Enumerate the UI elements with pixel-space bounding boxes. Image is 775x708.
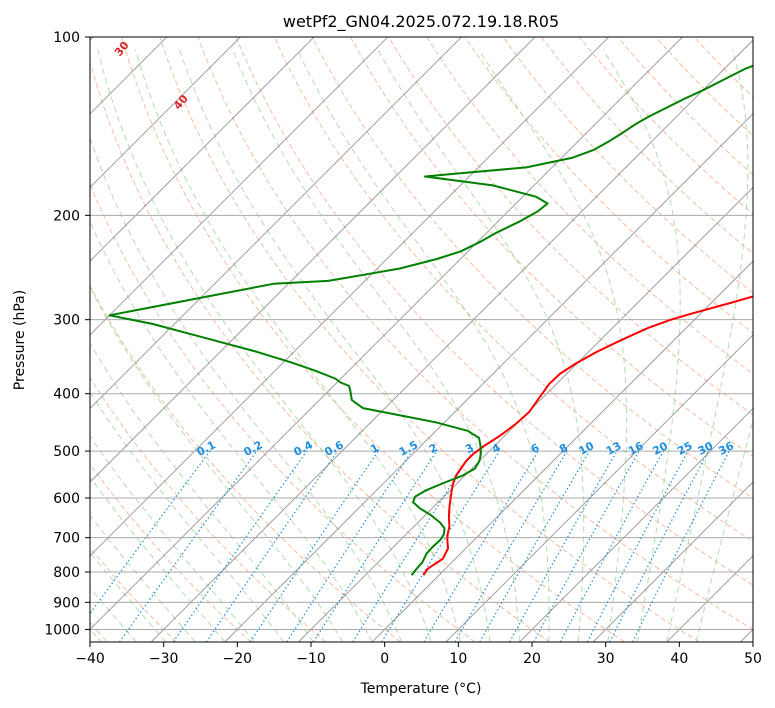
sounding-profiles [108, 64, 753, 576]
dry-adiabat-line [617, 37, 753, 176]
y-tick-label: 600 [53, 491, 80, 507]
mixing-ratio-line [559, 450, 664, 642]
isotherm-line [90, 37, 462, 410]
x-tick-label: 0 [380, 651, 389, 667]
x-tick-label: −30 [149, 651, 179, 667]
isotherm-line [592, 481, 753, 642]
isotherm-line [90, 37, 389, 336]
dry-adiabat-line [464, 37, 753, 334]
x-tick-label: 20 [523, 651, 541, 667]
mixing-ratio-line [632, 450, 730, 642]
x-tick-label: 50 [744, 651, 762, 667]
isotherm-line [519, 407, 753, 642]
isotherm-line [298, 186, 753, 642]
moist-adiabat-line [90, 136, 403, 642]
moist-adiabat-line [90, 476, 226, 642]
moist-adiabat-line [90, 391, 285, 642]
x-axis-title: Temperature (°C) [360, 681, 482, 697]
y-tick-label: 100 [53, 30, 80, 46]
y-axis-title: Pressure (hPa) [12, 290, 28, 390]
plot-frame [89, 36, 754, 643]
y-tick-label: 700 [53, 531, 80, 547]
dewpoint-profile-line [108, 64, 753, 576]
mixing-ratio-line [172, 450, 308, 642]
x-tick-label: 30 [597, 651, 615, 667]
background-lines [90, 37, 753, 642]
isotherm-line [90, 37, 683, 631]
y-tick-label: 300 [53, 313, 80, 329]
dry-adiabat-line [159, 37, 700, 642]
dry-adiabat-line [388, 37, 753, 416]
y-tick-label: 200 [53, 208, 80, 224]
moist-adiabat-line [666, 49, 749, 642]
moist-adiabat-line [602, 49, 681, 642]
moist-adiabat-line [97, 49, 432, 642]
mixing-ratio-line [119, 450, 258, 642]
y-tick-label: 1000 [44, 622, 80, 638]
mixing-ratio-line [90, 450, 211, 615]
mixing-ratio-line [533, 450, 640, 642]
mixing-ratio-label: 13 [604, 439, 624, 458]
x-tick-label: 10 [449, 651, 467, 667]
mixing-ratio-label: 36 [716, 439, 736, 458]
moist-adiabat-line [296, 49, 550, 642]
mixing-ratio-line [205, 450, 338, 642]
dry-adiabat-line [540, 37, 753, 254]
mixing-ratio-line [352, 450, 474, 642]
moist-adiabat-line [90, 286, 344, 642]
temperature-profile-line [422, 295, 753, 576]
isotherm-line [445, 334, 753, 642]
mixing-ratio-label: 30 [696, 439, 716, 458]
mixing-ratio-line [249, 450, 379, 642]
moist-adiabat-line [478, 49, 628, 642]
mixing-ratio-line [381, 450, 501, 642]
moist-adiabat-line [134, 49, 461, 642]
isotherm-line [371, 260, 753, 642]
isotherm-line [150, 39, 753, 642]
moist-adiabat-line [232, 49, 520, 642]
x-tick-label: −20 [223, 651, 253, 667]
mixing-ratio-label: 10 [577, 439, 597, 458]
y-tick-label: 500 [53, 444, 80, 460]
x-tick-label: −40 [75, 651, 105, 667]
dry-adiabat-line [197, 37, 753, 630]
x-axis: −40 −30 −20 −10 0 10 20 30 40 50 [75, 642, 762, 667]
y-tick-label: 800 [53, 565, 80, 581]
mixing-ratio-line [509, 450, 618, 642]
moist-adiabat-line [695, 418, 753, 642]
moist-adiabat-line [179, 49, 491, 642]
mixing-ratio-label: 25 [675, 439, 695, 458]
isotherm-line [90, 37, 315, 262]
dry-adiabat-line [235, 37, 753, 586]
x-tick-label: −10 [296, 651, 326, 667]
dry-adiabat-line [90, 284, 401, 642]
isotherm-line [224, 113, 753, 642]
y-tick-label: 900 [53, 595, 80, 611]
dry-adiabat-line [90, 60, 551, 642]
isotherm-line [90, 37, 241, 189]
dry-adiabat-line [311, 37, 753, 500]
y-tick-label: 400 [53, 387, 80, 403]
x-tick-label: 40 [670, 651, 688, 667]
isotherm-line [90, 37, 610, 557]
isotherm-line [90, 37, 536, 483]
moist-adiabat-line [90, 342, 314, 642]
mixing-ratio-label: 20 [650, 439, 670, 458]
chart-title: wetPf2_GN04.2025.072.19.18.R05 [283, 12, 559, 32]
moist-adiabat-line [377, 49, 585, 642]
dry-adiabat-line [121, 37, 625, 642]
dry-adiabat-line [426, 37, 753, 375]
moist-adiabat-line [90, 435, 255, 642]
y-axis: 100 200 300 400 500 600 700 800 900 1000 [44, 30, 90, 638]
mixing-ratio-line [312, 450, 438, 642]
dry-adiabat-line [90, 376, 327, 642]
mixing-ratio-label: 16 [626, 439, 646, 458]
mixing-ratio-line [286, 450, 413, 642]
moist-adiabat-line [90, 220, 373, 642]
dry-adiabat-line [350, 37, 753, 457]
